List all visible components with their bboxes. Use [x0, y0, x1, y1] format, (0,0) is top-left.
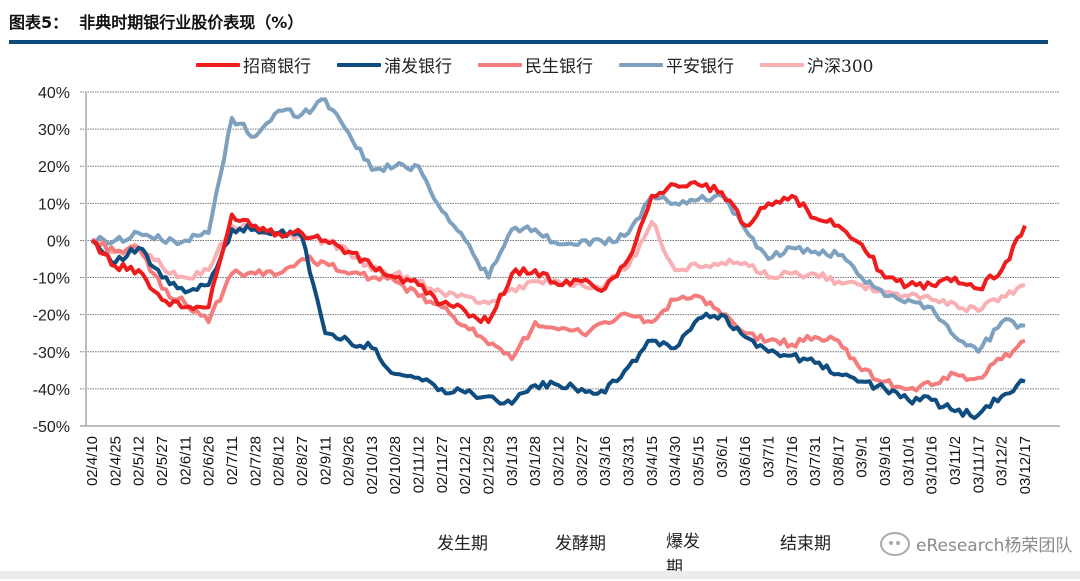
y-tick-label: -30% [33, 345, 70, 362]
legend-item-0: 招商银行 [196, 52, 311, 77]
series-lines [90, 97, 1027, 421]
x-tick-label: 03/1/13 [504, 436, 521, 486]
x-tick-label: 03/3/16 [597, 436, 614, 486]
series-line-3 [91, 97, 1026, 354]
x-tick-label: 03/11/17 [970, 436, 987, 493]
watermark-text: eResearch杨荣团队 [916, 536, 1073, 556]
y-tick-label: 40% [38, 85, 70, 102]
x-tick-label: 03/7/16 [784, 436, 801, 486]
y-tick-label: 30% [38, 122, 70, 139]
series-line-0 [90, 180, 1027, 325]
x-tick-label: 03/10/16 [924, 436, 941, 494]
legend-item-1: 浦发银行 [337, 52, 452, 77]
x-tick-label: 03/7/31 [807, 436, 824, 486]
series-line-1 [90, 223, 1026, 421]
y-axis-ticks: 40% 30% 20% 10% 0% -10% -20% -30% -40% -50% [33, 85, 70, 436]
x-tick-label: 03/4/30 [667, 436, 684, 486]
x-tick-label: 02/12/29 [481, 436, 498, 494]
x-tick-label: 03/2/27 [574, 436, 591, 486]
x-tick-label: 03/9/16 [877, 436, 894, 486]
x-tick-label: 02/6/11 [177, 436, 194, 485]
legend-label-3: 平安银行 [666, 57, 734, 77]
x-tick-label: 02/9/26 [341, 436, 358, 486]
gridlines [80, 91, 1060, 427]
y-tick-label: -40% [33, 382, 70, 399]
x-tick-label: 03/7/1 [760, 436, 777, 478]
y-tick-label: 10% [38, 196, 70, 213]
figure-title-text: 非典时期银行业股价表现（%） [79, 13, 304, 32]
x-tick-label: 02/12/12 [457, 436, 474, 494]
phase-label-fermentation: 发酵期 [555, 534, 606, 554]
x-tick-label: 03/6/1 [714, 436, 731, 478]
legend-swatch-0 [196, 62, 240, 67]
y-tick-label: 20% [38, 159, 70, 176]
x-tick-label: 03/6/16 [737, 436, 754, 486]
legend-item-4: 沪深300 [760, 52, 873, 77]
x-tick-label: 02/7/11 [224, 436, 241, 485]
legend-item-3: 平安银行 [619, 52, 734, 77]
x-tick-label: 02/5/27 [154, 436, 171, 486]
x-tick-label: 03/2/12 [551, 436, 568, 486]
x-tick-label: 02/10/28 [387, 436, 404, 494]
legend-item-2: 民生银行 [478, 52, 593, 77]
legend-swatch-2 [478, 62, 522, 67]
x-tick-label: 03/9/1 [854, 436, 871, 478]
title-rule [9, 40, 1048, 44]
x-tick-label: 02/8/12 [271, 436, 288, 486]
legend-swatch-4 [760, 62, 804, 67]
legend-label-1: 浦发银行 [384, 57, 452, 77]
legend-label-4: 沪深300 [807, 57, 874, 77]
y-tick-label: 0% [47, 233, 70, 250]
x-tick-label: 02/5/12 [131, 436, 148, 486]
legend-swatch-3 [619, 62, 663, 67]
watermark: eResearch杨荣团队 [880, 531, 1072, 556]
wechat-icon [880, 531, 910, 556]
x-tick-label: 02/4/25 [107, 436, 124, 486]
x-tick-label: 03/1/28 [527, 436, 544, 486]
series-line-2 [90, 238, 1026, 393]
x-tick-label: 03/11/2 [947, 436, 964, 485]
x-tick-label: 03/12/2 [994, 436, 1011, 486]
x-tick-label: 03/10/1 [900, 436, 917, 486]
phase-label-occurrence: 发生期 [437, 534, 488, 554]
x-tick-label: 02/11/27 [434, 436, 451, 493]
x-tick-label: 03/4/15 [644, 436, 661, 486]
x-tick-label: 03/12/17 [1017, 436, 1034, 494]
x-tick-label: 02/7/28 [247, 436, 264, 486]
legend-label-0: 招商银行 [243, 57, 311, 77]
y-tick-label: -10% [33, 271, 70, 288]
x-tick-label: 02/11/12 [411, 436, 428, 493]
x-tick-label: 03/3/31 [620, 436, 637, 486]
x-tick-label: 03/8/17 [830, 436, 847, 486]
phase-label-end: 结束期 [780, 534, 831, 554]
y-tick-label: -20% [33, 308, 70, 325]
x-tick-label: 02/8/27 [294, 436, 311, 486]
legend-label-2: 民生银行 [525, 57, 593, 77]
x-tick-label: 02/9/11 [317, 436, 334, 485]
figure-label: 图表5： [9, 13, 69, 32]
legend-swatch-1 [337, 62, 381, 67]
figure-title: 图表5： 非典时期银行业股价表现（%） [9, 9, 303, 33]
x-tick-label: 02/4/10 [84, 436, 101, 486]
x-axis-ticks: 02/4/10 02/4/25 02/5/12 02/5/27 02/6/11 02/6/… [84, 436, 1034, 494]
chart-legend: 招商银行 浦发银行 民生银行 平安银行 沪深300 [196, 52, 899, 77]
x-tick-label: 03/5/15 [690, 436, 707, 486]
y-tick-label: -50% [33, 419, 70, 436]
x-tick-label: 02/10/13 [364, 436, 381, 494]
x-tick-label: 02/6/26 [201, 436, 218, 486]
bottom-bar [0, 571, 1080, 579]
